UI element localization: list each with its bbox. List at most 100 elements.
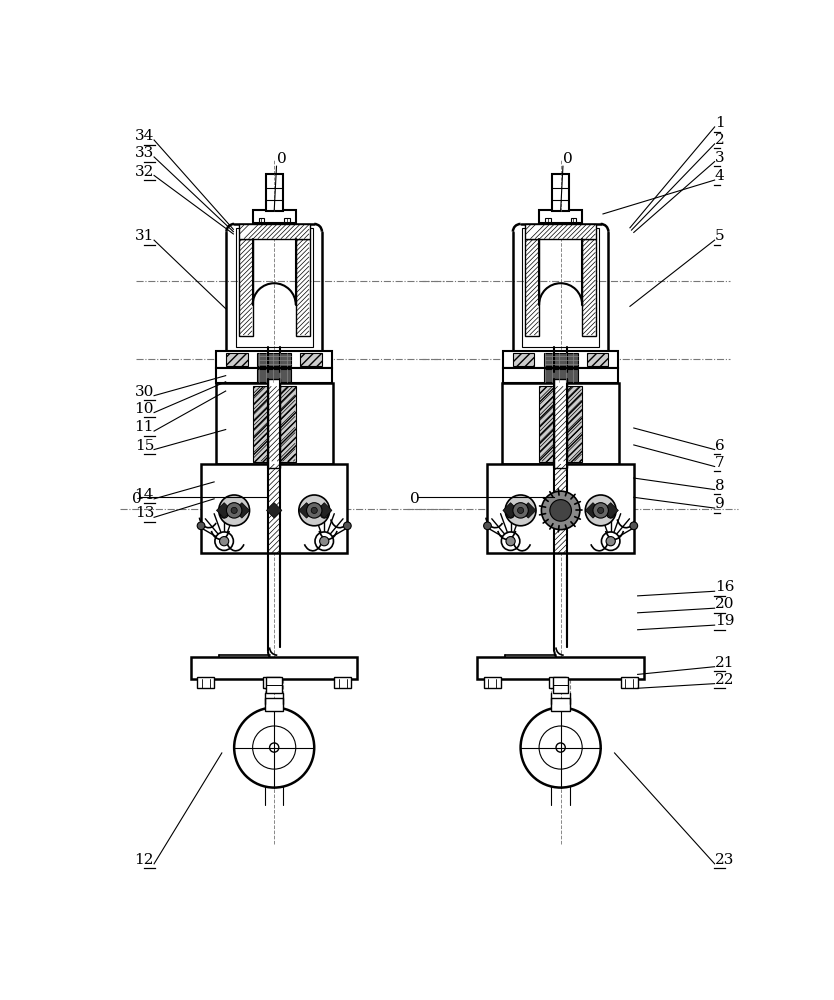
Bar — [253, 210, 296, 223]
Circle shape — [606, 537, 615, 546]
Circle shape — [220, 510, 228, 518]
Bar — [334, 677, 351, 688]
Bar — [545, 218, 550, 222]
Circle shape — [598, 507, 604, 513]
Text: 33: 33 — [135, 146, 154, 160]
Bar — [478, 657, 644, 679]
Bar — [201, 464, 347, 553]
Text: 0: 0 — [563, 152, 573, 166]
Circle shape — [344, 522, 351, 530]
Bar — [484, 677, 500, 688]
Bar — [513, 353, 535, 366]
Circle shape — [593, 503, 608, 518]
Circle shape — [550, 500, 571, 521]
Bar — [570, 218, 576, 222]
Circle shape — [319, 537, 329, 546]
Text: 10: 10 — [134, 402, 154, 416]
Text: 0: 0 — [277, 152, 286, 166]
Polygon shape — [585, 503, 600, 518]
Circle shape — [219, 537, 229, 546]
Bar — [239, 224, 309, 239]
Bar — [525, 224, 596, 239]
Bar — [488, 464, 634, 553]
Circle shape — [601, 532, 620, 550]
Circle shape — [484, 522, 491, 530]
Circle shape — [299, 495, 329, 526]
Bar — [587, 353, 608, 366]
Text: 5: 5 — [715, 229, 724, 243]
Circle shape — [234, 708, 314, 788]
Bar — [553, 677, 568, 693]
Polygon shape — [603, 503, 618, 518]
Circle shape — [320, 510, 328, 518]
Circle shape — [513, 503, 528, 518]
Circle shape — [227, 503, 242, 518]
Text: 7: 7 — [715, 456, 724, 470]
Bar — [549, 677, 566, 688]
Text: 6: 6 — [715, 439, 725, 453]
Bar — [217, 351, 332, 368]
Bar — [197, 677, 214, 688]
Bar — [522, 228, 599, 347]
Bar — [259, 218, 264, 222]
Text: 11: 11 — [134, 420, 154, 434]
Circle shape — [307, 503, 322, 518]
Bar — [300, 353, 322, 366]
Polygon shape — [267, 503, 282, 518]
Text: 23: 23 — [715, 853, 734, 867]
Bar — [267, 677, 282, 693]
Text: 13: 13 — [135, 506, 154, 520]
Circle shape — [607, 510, 615, 518]
Text: 14: 14 — [134, 488, 154, 502]
Text: 22: 22 — [715, 673, 734, 687]
Polygon shape — [317, 503, 332, 518]
Text: 1: 1 — [715, 116, 725, 130]
Text: 30: 30 — [135, 385, 154, 399]
Polygon shape — [299, 503, 314, 518]
Text: 20: 20 — [715, 597, 734, 611]
Bar — [253, 386, 296, 462]
Circle shape — [630, 522, 638, 530]
Text: 0: 0 — [410, 492, 420, 506]
Text: 16: 16 — [715, 580, 734, 594]
Text: 12: 12 — [134, 853, 154, 867]
Polygon shape — [520, 503, 536, 518]
Bar — [582, 239, 596, 336]
Circle shape — [518, 507, 524, 513]
Circle shape — [501, 532, 520, 550]
Bar — [502, 383, 619, 464]
Bar — [268, 379, 280, 468]
Text: 31: 31 — [135, 229, 154, 243]
Bar — [216, 383, 333, 464]
Bar — [539, 210, 582, 223]
Circle shape — [197, 522, 205, 530]
Circle shape — [506, 537, 515, 546]
Circle shape — [505, 495, 536, 526]
Bar — [503, 351, 618, 368]
Bar — [265, 698, 284, 711]
Polygon shape — [234, 503, 249, 518]
Bar — [217, 368, 332, 383]
Bar — [257, 353, 291, 366]
Polygon shape — [217, 503, 232, 518]
Bar — [284, 218, 289, 222]
Bar — [620, 677, 638, 688]
Text: 19: 19 — [715, 614, 734, 628]
Text: 2: 2 — [715, 133, 725, 147]
Bar — [227, 353, 248, 366]
Text: 0: 0 — [132, 492, 142, 506]
Circle shape — [311, 507, 317, 513]
Bar — [525, 239, 539, 336]
Circle shape — [219, 495, 249, 526]
Text: 34: 34 — [135, 129, 154, 143]
Circle shape — [520, 708, 600, 788]
Text: 4: 4 — [715, 169, 725, 183]
Bar — [552, 174, 569, 211]
Text: 15: 15 — [135, 439, 154, 453]
Text: 8: 8 — [715, 479, 724, 493]
Circle shape — [315, 532, 334, 550]
Polygon shape — [553, 503, 568, 518]
Circle shape — [556, 743, 565, 752]
Circle shape — [231, 507, 237, 513]
Bar — [539, 386, 582, 462]
